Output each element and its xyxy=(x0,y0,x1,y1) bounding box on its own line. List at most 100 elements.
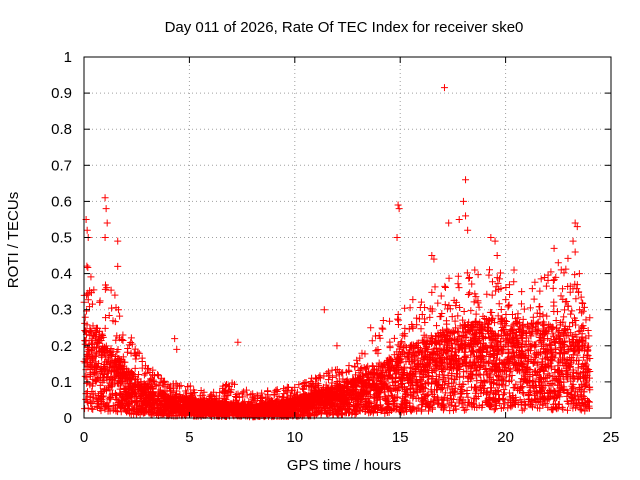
data-point xyxy=(159,379,167,387)
data-point xyxy=(452,405,460,413)
data-point xyxy=(418,394,426,402)
data-point xyxy=(505,350,513,358)
data-point xyxy=(343,399,351,407)
data-point xyxy=(277,409,285,417)
data-point xyxy=(480,346,488,354)
data-point xyxy=(145,396,153,404)
data-point xyxy=(186,382,194,390)
data-point xyxy=(372,332,380,340)
data-point xyxy=(403,353,411,361)
data-point xyxy=(386,344,394,352)
data-point xyxy=(449,354,457,362)
data-point xyxy=(463,387,471,395)
data-point xyxy=(154,372,162,380)
data-point xyxy=(369,381,377,389)
data-point xyxy=(161,377,169,385)
data-point xyxy=(514,366,522,374)
data-point xyxy=(544,335,552,343)
data-point xyxy=(497,327,505,335)
data-point xyxy=(315,382,323,390)
data-point xyxy=(121,387,129,395)
data-point xyxy=(506,291,514,299)
data-point xyxy=(315,373,323,381)
data-point xyxy=(569,366,577,374)
data-point xyxy=(547,380,555,388)
data-point xyxy=(491,405,499,413)
data-point xyxy=(298,412,306,420)
data-point xyxy=(523,323,531,331)
data-point xyxy=(554,381,562,389)
data-point xyxy=(83,397,91,405)
data-point xyxy=(328,373,336,381)
data-point xyxy=(454,328,462,336)
data-point xyxy=(522,340,530,348)
data-point xyxy=(456,357,464,365)
data-point xyxy=(189,398,197,406)
data-point xyxy=(384,392,392,400)
data-point xyxy=(104,382,112,390)
data-point xyxy=(86,372,94,380)
data-point xyxy=(530,295,538,303)
data-point xyxy=(466,375,474,383)
data-point xyxy=(409,394,417,402)
data-point xyxy=(520,352,528,360)
data-point xyxy=(580,325,588,333)
data-point xyxy=(473,377,481,385)
data-point xyxy=(81,359,89,367)
data-point xyxy=(375,374,383,382)
data-point xyxy=(427,386,435,394)
data-point xyxy=(428,305,436,313)
data-point xyxy=(493,351,501,359)
data-point xyxy=(497,306,505,314)
data-point xyxy=(238,389,246,397)
data-point xyxy=(553,405,561,413)
data-point xyxy=(527,356,535,364)
data-point xyxy=(377,388,385,396)
data-point xyxy=(552,403,560,411)
data-point xyxy=(363,389,371,397)
data-point xyxy=(324,376,332,384)
data-point xyxy=(371,393,379,401)
data-point xyxy=(513,334,521,342)
data-point xyxy=(404,376,412,384)
data-point xyxy=(188,392,196,400)
data-point xyxy=(373,390,381,398)
data-point xyxy=(336,383,344,391)
data-point xyxy=(416,370,424,378)
data-point xyxy=(510,278,518,286)
data-point xyxy=(81,313,89,321)
data-point xyxy=(467,323,475,331)
data-point xyxy=(493,381,501,389)
data-point xyxy=(454,272,462,280)
data-point xyxy=(179,399,187,407)
data-point xyxy=(397,339,405,347)
data-point xyxy=(497,338,505,346)
data-point xyxy=(557,319,565,327)
data-point xyxy=(545,392,553,400)
data-point xyxy=(323,370,331,378)
data-point xyxy=(525,389,533,397)
data-point xyxy=(560,313,568,321)
data-point xyxy=(386,317,394,325)
data-point xyxy=(384,404,392,412)
data-point xyxy=(476,371,484,379)
data-point xyxy=(371,405,379,413)
data-point xyxy=(576,383,584,391)
data-point xyxy=(534,319,542,327)
data-point xyxy=(322,381,330,389)
data-point xyxy=(320,386,328,394)
data-point xyxy=(456,322,464,330)
data-point xyxy=(89,394,97,402)
data-point xyxy=(529,313,537,321)
data-point xyxy=(544,403,552,411)
data-point xyxy=(128,385,136,393)
data-point xyxy=(420,339,428,347)
data-point xyxy=(414,357,422,365)
data-point xyxy=(131,383,139,391)
data-point xyxy=(510,325,518,333)
data-point xyxy=(523,330,531,338)
data-point xyxy=(270,391,278,399)
data-point xyxy=(575,288,583,296)
data-point xyxy=(390,405,398,413)
data-point xyxy=(502,283,510,291)
